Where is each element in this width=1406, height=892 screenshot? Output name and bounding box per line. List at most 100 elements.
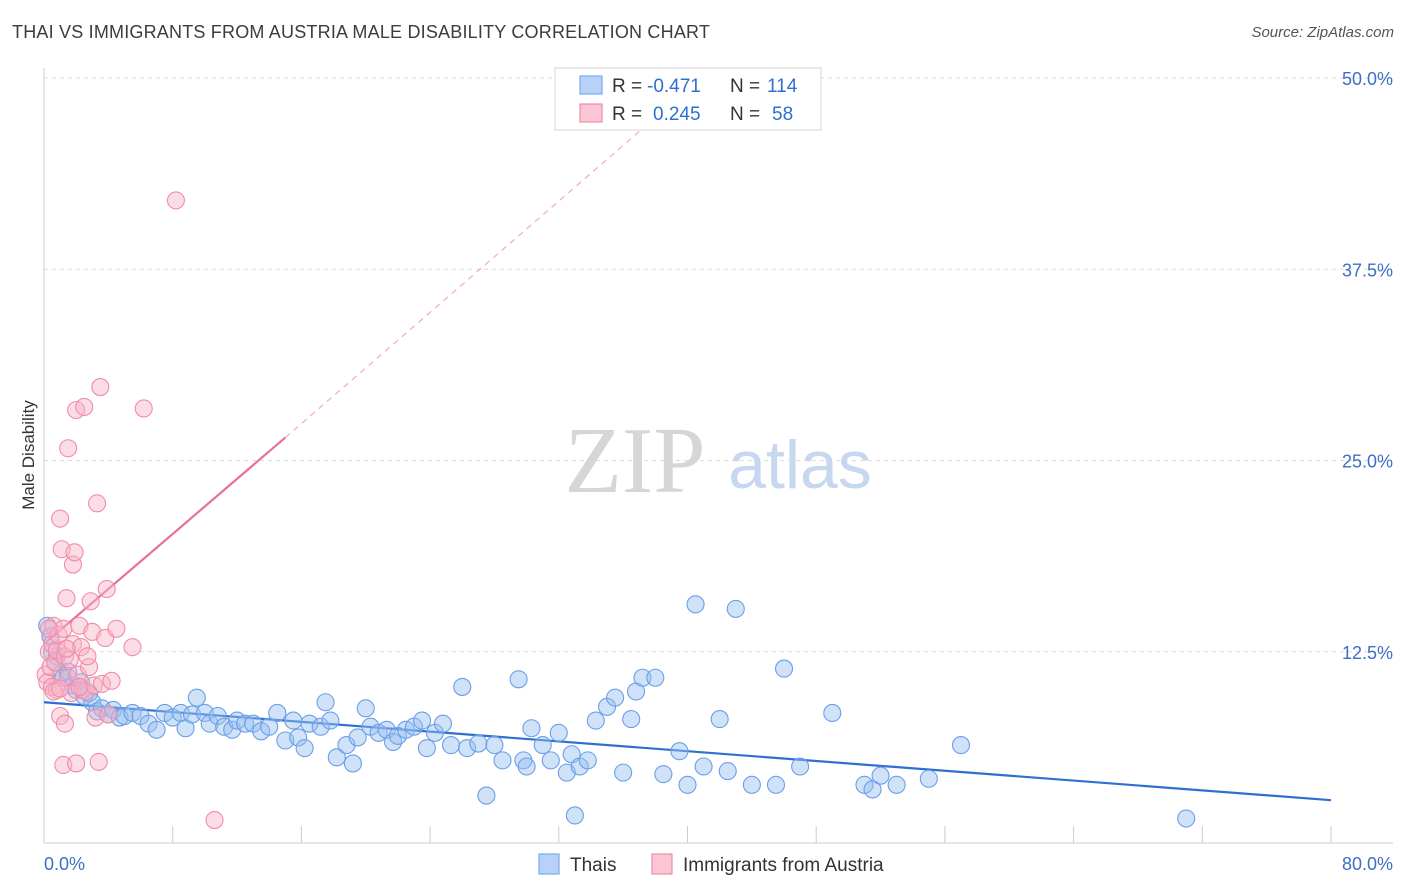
legend-r-label-austria: R =	[612, 104, 642, 125]
legend-n-label-austria: N =	[730, 104, 760, 125]
thais-point-64	[433, 714, 453, 733]
thais-point-85	[606, 688, 625, 707]
legend-r-label-thais: R =	[612, 76, 642, 97]
austria-point-32	[75, 397, 94, 417]
watermark-zip: ZIP	[565, 409, 706, 513]
austria-point-44	[97, 579, 116, 599]
thais-point-62	[417, 739, 436, 758]
thais-point-107	[887, 775, 906, 794]
austria-point-41	[91, 378, 110, 397]
austria-point-39	[88, 494, 107, 513]
thais-point-87	[622, 710, 641, 729]
thais-point-65	[441, 736, 461, 755]
thais-point-40	[268, 703, 287, 723]
thais-point-86	[614, 763, 633, 782]
thais-point-82	[578, 751, 597, 770]
austria-point-18	[57, 589, 76, 608]
austria-trend-extension	[284, 131, 640, 439]
chart-title: THAI VS IMMIGRANTS FROM AUSTRIA MALE DIS…	[12, 22, 711, 42]
thais-point-72	[509, 670, 528, 689]
watermark-atlas: atlas	[728, 427, 872, 503]
austria-point-19	[59, 439, 78, 458]
thais-point-66	[453, 677, 472, 696]
thais-point-48	[321, 711, 340, 730]
thais-point-92	[670, 742, 689, 761]
watermark: ZIP atlas	[565, 409, 872, 513]
legend-r-value-austria: 0.245	[653, 104, 701, 125]
austria-point-42	[92, 674, 111, 693]
thais-point-91	[654, 765, 673, 784]
source-label: Source: ZipAtlas.com	[1251, 24, 1394, 41]
thais-point-69	[477, 786, 496, 805]
thais-point-61	[413, 711, 432, 730]
thais-point-96	[710, 710, 729, 729]
austria-point-48	[123, 638, 142, 657]
correlation-legend: R = -0.471 N = 114 R = 0.245 N = 58	[554, 67, 822, 131]
legend-n-value-austria: 58	[772, 104, 793, 125]
series-legend: Thais Immigrants from Austria	[538, 853, 884, 876]
austria-point-10	[49, 625, 68, 644]
austria-point-21	[60, 650, 79, 669]
thais-point-97	[718, 762, 737, 781]
thais-point-106	[871, 766, 890, 785]
thais-point-71	[493, 751, 512, 770]
thais-point-57	[384, 732, 403, 752]
austria-point-30	[71, 638, 91, 657]
thais-point-93	[678, 775, 697, 794]
thais-point-46	[311, 717, 330, 736]
legend-n-label-thais: N =	[730, 76, 760, 97]
gridlines	[44, 77, 1393, 653]
x-tick-label-max: 80.0%	[1342, 854, 1393, 874]
austria-point-17	[55, 714, 74, 733]
austria-point-57	[78, 647, 97, 666]
thais-point-44	[295, 739, 314, 758]
thais-point-77	[541, 751, 560, 770]
y-tick-label-2: 37.5%	[1342, 260, 1393, 280]
austria-point-52	[39, 619, 58, 638]
thais-point-105	[863, 780, 882, 799]
austria-point-27	[67, 754, 86, 773]
austria-point-54	[51, 679, 70, 698]
austria-point-50	[166, 191, 185, 210]
thais-point-83	[586, 711, 605, 730]
thais-point-89	[633, 668, 652, 687]
austria-point-11	[51, 509, 70, 528]
thais-point-94	[686, 595, 705, 614]
legend-n-value-thais: 114	[767, 76, 798, 97]
y-tick-label-1: 25.0%	[1342, 452, 1393, 472]
austria-point-45	[99, 705, 118, 724]
austria-point-6	[44, 616, 63, 635]
bottom-legend-swatch-thais	[538, 853, 560, 875]
thais-point-23	[147, 720, 166, 739]
thais-point-100	[766, 775, 786, 794]
thais-point-98	[726, 599, 745, 618]
austria-point-4	[42, 635, 62, 654]
thais-point-43	[289, 728, 308, 747]
bottom-legend-label-thais: Thais	[570, 855, 616, 876]
thais-point-67	[458, 739, 477, 758]
austria-point-40	[89, 752, 108, 771]
thais-point-32	[208, 706, 227, 726]
austria-point-56	[70, 677, 89, 696]
thais-point-68	[469, 734, 488, 753]
legend-swatch-austria	[579, 103, 603, 123]
thais-point-109	[951, 736, 971, 755]
austria-point-46	[102, 671, 121, 690]
thais-point-29	[187, 688, 206, 707]
thais-point-74	[517, 757, 536, 776]
data-points	[36, 191, 1196, 830]
austria-point-51	[205, 810, 224, 830]
thais-point-102	[791, 757, 810, 776]
thais-point-99	[742, 775, 761, 794]
y-tick-label-3: 50.0%	[1342, 69, 1393, 89]
austria-point-25	[65, 543, 84, 562]
thais-point-78	[549, 723, 568, 742]
thais-point-111	[565, 806, 584, 825]
tick-labels: 12.5% 25.0% 37.5% 50.0% 0.0% 80.0%	[44, 69, 1393, 874]
thais-point-110	[1177, 809, 1196, 828]
austria-point-47	[107, 619, 126, 638]
thais-point-53	[356, 699, 375, 718]
thais-point-39	[260, 717, 279, 736]
thais-point-75	[522, 719, 541, 738]
thais-point-42	[284, 711, 303, 730]
